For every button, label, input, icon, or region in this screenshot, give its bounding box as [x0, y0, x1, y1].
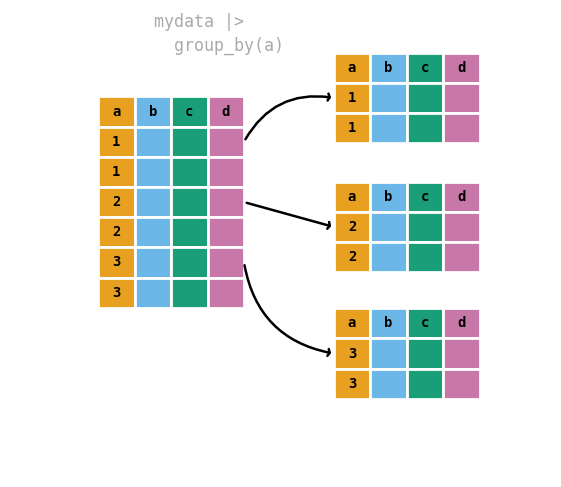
Bar — [370, 338, 407, 369]
Bar — [407, 338, 443, 369]
Bar — [135, 127, 171, 157]
Bar — [407, 212, 443, 242]
Bar — [98, 217, 135, 247]
Bar — [407, 53, 443, 83]
Bar — [208, 187, 244, 217]
Bar — [334, 212, 370, 242]
Text: b: b — [149, 105, 157, 118]
Bar — [407, 369, 443, 399]
Bar — [334, 182, 370, 212]
Bar — [334, 83, 370, 113]
Text: 2: 2 — [112, 195, 121, 209]
Text: d: d — [457, 190, 466, 204]
Bar — [171, 217, 208, 247]
Bar — [443, 53, 480, 83]
Text: b: b — [384, 317, 393, 330]
Text: 3: 3 — [112, 286, 121, 300]
Bar — [334, 53, 370, 83]
Bar — [208, 217, 244, 247]
Bar — [443, 83, 480, 113]
Bar — [135, 187, 171, 217]
Bar — [334, 242, 370, 272]
Bar — [135, 217, 171, 247]
Bar — [370, 53, 407, 83]
Bar — [443, 369, 480, 399]
Text: mydata |>: mydata |> — [154, 13, 244, 31]
Bar — [98, 187, 135, 217]
Text: a: a — [112, 105, 121, 118]
Bar — [98, 127, 135, 157]
Bar — [407, 242, 443, 272]
Text: 2: 2 — [112, 225, 121, 239]
Text: 3: 3 — [348, 347, 356, 360]
Text: 2: 2 — [348, 220, 356, 234]
Text: c: c — [421, 317, 429, 330]
Bar — [334, 113, 370, 143]
Bar — [443, 113, 480, 143]
Bar — [208, 247, 244, 278]
Bar — [370, 242, 407, 272]
Bar — [208, 96, 244, 127]
Text: d: d — [457, 317, 466, 330]
Bar — [98, 157, 135, 187]
Bar — [135, 247, 171, 278]
Bar — [334, 308, 370, 338]
Text: group_by(a): group_by(a) — [154, 37, 284, 56]
Bar — [171, 127, 208, 157]
Bar — [407, 83, 443, 113]
Bar — [208, 157, 244, 187]
Text: c: c — [421, 190, 429, 204]
Text: c: c — [185, 105, 194, 118]
Bar — [443, 242, 480, 272]
Bar — [334, 369, 370, 399]
Text: 3: 3 — [112, 256, 121, 269]
Text: a: a — [348, 317, 356, 330]
Bar — [370, 182, 407, 212]
Text: 2: 2 — [348, 250, 356, 264]
Text: a: a — [348, 190, 356, 204]
Bar — [135, 96, 171, 127]
Bar — [370, 83, 407, 113]
Bar — [370, 369, 407, 399]
Bar — [171, 187, 208, 217]
Text: d: d — [457, 61, 466, 75]
Bar — [171, 247, 208, 278]
Bar — [407, 113, 443, 143]
Text: a: a — [348, 61, 356, 75]
Text: 1: 1 — [348, 121, 356, 135]
Bar — [443, 212, 480, 242]
Bar — [171, 157, 208, 187]
Bar — [208, 278, 244, 308]
Text: c: c — [421, 61, 429, 75]
Bar — [98, 247, 135, 278]
Bar — [370, 212, 407, 242]
Bar — [171, 278, 208, 308]
Text: b: b — [384, 61, 393, 75]
Bar — [171, 96, 208, 127]
Text: 3: 3 — [348, 377, 356, 391]
Bar — [443, 308, 480, 338]
Bar — [370, 113, 407, 143]
Bar — [98, 96, 135, 127]
Bar — [135, 157, 171, 187]
Bar — [407, 182, 443, 212]
Text: 1: 1 — [348, 91, 356, 105]
Text: b: b — [384, 190, 393, 204]
Bar — [334, 338, 370, 369]
Bar — [443, 182, 480, 212]
Bar — [407, 308, 443, 338]
Bar — [98, 278, 135, 308]
Bar — [208, 127, 244, 157]
Text: 1: 1 — [112, 135, 121, 149]
Text: 1: 1 — [112, 165, 121, 179]
Text: d: d — [222, 105, 230, 118]
Bar — [370, 308, 407, 338]
Bar — [135, 278, 171, 308]
Bar — [443, 338, 480, 369]
